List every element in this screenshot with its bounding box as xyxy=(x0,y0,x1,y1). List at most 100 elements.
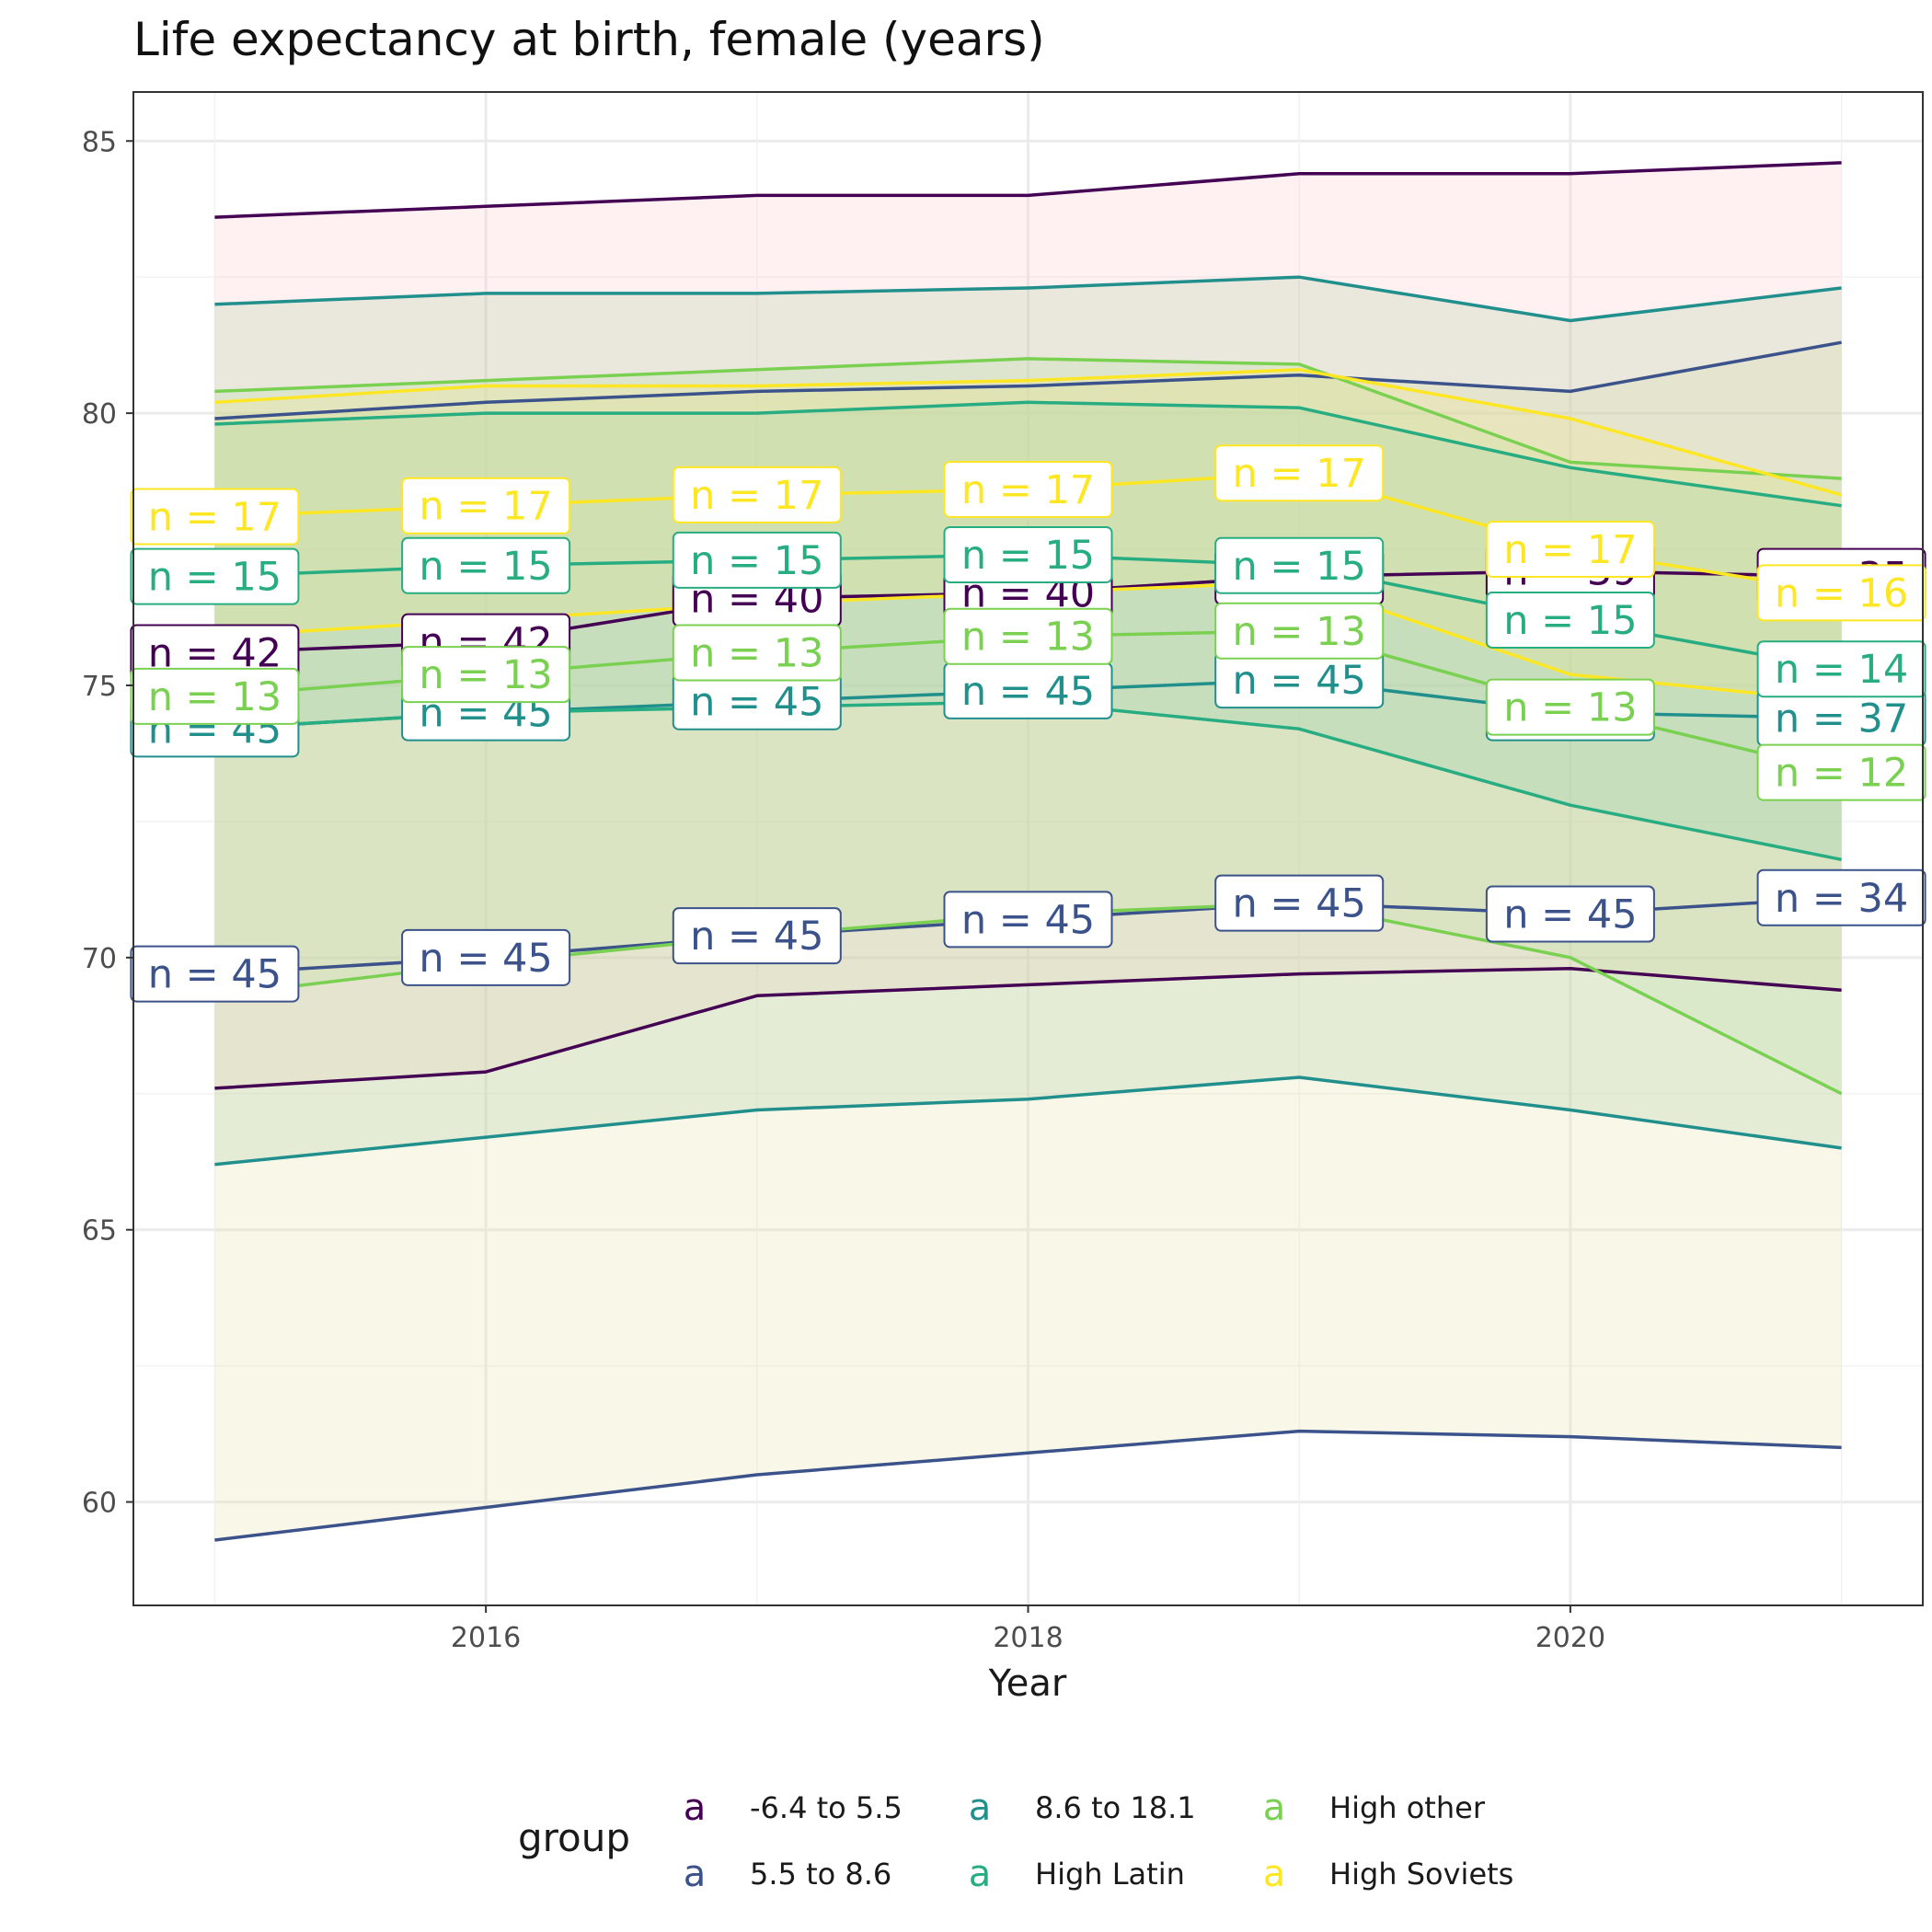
svg-text:n = 13: n = 13 xyxy=(1503,685,1637,731)
data-label-high-latin: n = 15 xyxy=(401,536,571,594)
data-label-high-other: n = 13 xyxy=(1214,602,1385,660)
data-labels: n = 42n = 42n = 40n = 40n = 39n = 39n = … xyxy=(130,444,1926,1003)
data-label-high-soviets: n = 17 xyxy=(943,460,1113,518)
legend-key-8-6-to-18-1: a xyxy=(969,1787,992,1829)
svg-text:n = 15: n = 15 xyxy=(961,533,1095,579)
legend-label-5-5-to-8-6: 5.5 to 8.6 xyxy=(750,1857,891,1892)
svg-text:n = 45: n = 45 xyxy=(419,936,552,982)
svg-text:n = 15: n = 15 xyxy=(1503,598,1637,644)
legend-title: group xyxy=(518,1815,630,1860)
data-label-high-soviets: n = 17 xyxy=(672,466,842,523)
legend-label-high-soviets: High Soviets xyxy=(1329,1857,1513,1892)
svg-text:n = 13: n = 13 xyxy=(1233,609,1366,655)
data-label-high-latin: n = 15 xyxy=(130,547,300,605)
line-lower-8-6-to-18-1 xyxy=(214,1075,1842,1167)
svg-text:n = 13: n = 13 xyxy=(148,674,282,720)
data-label-5-5-to-8-6: n = 34 xyxy=(1756,868,1926,926)
data-label-high-other: n = 13 xyxy=(130,667,300,725)
legend-key-high-soviets: a xyxy=(1263,1853,1286,1895)
line-lower--6-4-to-5-5 xyxy=(214,966,1842,1090)
svg-text:n = 45: n = 45 xyxy=(961,669,1095,715)
svg-text:n = 45: n = 45 xyxy=(1233,881,1366,927)
svg-text:n = 34: n = 34 xyxy=(1775,876,1908,922)
data-label-8-6-to-18-1: n = 37 xyxy=(1756,689,1926,747)
data-label-5-5-to-8-6: n = 45 xyxy=(943,891,1113,949)
legend-label-high-other: High other xyxy=(1329,1790,1486,1825)
line-upper-high-other xyxy=(214,357,1842,480)
data-label-high-latin: n = 15 xyxy=(943,525,1113,583)
svg-text:n = 17: n = 17 xyxy=(419,484,552,530)
svg-text:n = 45: n = 45 xyxy=(1233,658,1366,704)
legend-label-high-latin: High Latin xyxy=(1035,1857,1185,1892)
x-axis: 2016 2018 2020 xyxy=(451,1605,1605,1654)
legend: group a -6.4 to 5.5 a 5.5 to 8.6 a 8.6 to 18.1… xyxy=(518,1787,1513,1895)
svg-text:n = 17: n = 17 xyxy=(961,467,1095,513)
x-tick-label: 2016 xyxy=(451,1622,521,1654)
y-tick-label: 85 xyxy=(82,126,117,158)
y-axis: 60 65 70 75 80 85 xyxy=(82,126,133,1520)
line-upper-8-6-to-18-1 xyxy=(214,275,1842,323)
legend-label-8-6-to-18-1: 8.6 to 18.1 xyxy=(1035,1790,1196,1825)
svg-text:n = 15: n = 15 xyxy=(690,538,823,584)
line-upper-high-soviets xyxy=(214,368,1843,497)
legend-label--6-4-to-5-5: -6.4 to 5.5 xyxy=(750,1790,903,1825)
data-label-5-5-to-8-6: n = 45 xyxy=(130,945,300,1003)
svg-text:n = 17: n = 17 xyxy=(1233,451,1366,497)
svg-text:n = 15: n = 15 xyxy=(148,555,282,601)
data-label-8-6-to-18-1: n = 45 xyxy=(672,673,842,730)
x-tick-label: 2020 xyxy=(1535,1622,1605,1654)
svg-text:n = 17: n = 17 xyxy=(690,473,823,519)
y-tick-label: 60 xyxy=(82,1488,117,1520)
svg-text:n = 45: n = 45 xyxy=(148,952,282,998)
data-label-high-soviets: n = 17 xyxy=(401,477,571,535)
data-label-high-soviets: n = 17 xyxy=(1485,521,1655,579)
y-tick-label: 80 xyxy=(82,398,117,431)
data-label-high-other: n = 13 xyxy=(401,646,571,704)
data-label-5-5-to-8-6: n = 45 xyxy=(1214,874,1385,932)
svg-text:n = 14: n = 14 xyxy=(1775,647,1908,693)
svg-text:n = 37: n = 37 xyxy=(1775,696,1908,742)
data-label-high-soviets: n = 17 xyxy=(130,488,300,546)
legend-key-high-latin: a xyxy=(969,1853,992,1895)
data-label-high-other: n = 13 xyxy=(943,607,1113,665)
svg-text:n = 13: n = 13 xyxy=(690,630,823,676)
svg-text:n = 17: n = 17 xyxy=(148,495,282,541)
svg-text:n = 15: n = 15 xyxy=(419,544,552,590)
data-label-8-6-to-18-1: n = 45 xyxy=(1214,651,1385,709)
data-label-high-other: n = 13 xyxy=(672,624,842,682)
line-lower-5-5-to-8-6 xyxy=(214,1429,1842,1542)
line-upper-high-latin xyxy=(214,400,1842,508)
line-upper-5-5-to-8-6 xyxy=(214,340,1842,420)
svg-text:n = 12: n = 12 xyxy=(1775,751,1908,797)
legend-key-5-5-to-8-6: a xyxy=(684,1853,707,1895)
svg-text:n = 16: n = 16 xyxy=(1775,570,1908,616)
chart-title: Life expectancy at birth, female (years) xyxy=(133,13,1045,66)
svg-text:n = 17: n = 17 xyxy=(1503,527,1637,573)
svg-text:n = 45: n = 45 xyxy=(961,897,1095,943)
y-tick-label: 70 xyxy=(82,943,117,975)
line-upper--6-4-to-5-5 xyxy=(214,161,1842,219)
svg-text:n = 45: n = 45 xyxy=(690,680,823,726)
svg-text:n = 45: n = 45 xyxy=(1503,892,1637,938)
data-label-high-soviets: n = 17 xyxy=(1214,444,1385,502)
data-label-high-other: n = 12 xyxy=(1756,743,1926,801)
data-label-high-soviets: n = 16 xyxy=(1756,564,1926,622)
svg-text:n = 15: n = 15 xyxy=(1233,544,1366,590)
data-label-5-5-to-8-6: n = 45 xyxy=(672,907,842,965)
data-label-8-6-to-18-1: n = 45 xyxy=(943,661,1113,719)
data-label-5-5-to-8-6: n = 45 xyxy=(401,928,571,986)
legend-key--6-4-to-5-5: a xyxy=(684,1787,707,1829)
data-label-high-other: n = 13 xyxy=(1485,678,1655,736)
y-tick-label: 75 xyxy=(82,671,117,703)
data-label-high-latin: n = 15 xyxy=(1485,591,1655,649)
svg-text:n = 13: n = 13 xyxy=(961,615,1095,661)
y-tick-label: 65 xyxy=(82,1215,117,1248)
legend-key-high-other: a xyxy=(1263,1787,1286,1829)
data-label-high-latin: n = 14 xyxy=(1756,640,1926,698)
x-tick-label: 2018 xyxy=(993,1622,1063,1654)
data-label-high-latin: n = 15 xyxy=(672,531,842,589)
data-label-high-latin: n = 15 xyxy=(1214,536,1385,594)
data-label-5-5-to-8-6: n = 45 xyxy=(1485,885,1655,943)
x-axis-title: Year xyxy=(988,1662,1067,1705)
